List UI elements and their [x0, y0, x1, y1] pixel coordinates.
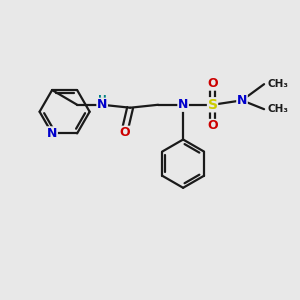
Text: S: S	[208, 98, 218, 112]
Text: N: N	[97, 98, 107, 111]
Text: N: N	[47, 127, 57, 140]
Text: H: H	[98, 95, 106, 105]
Text: CH₃: CH₃	[267, 79, 288, 89]
Text: O: O	[207, 119, 218, 133]
Text: N: N	[178, 98, 188, 111]
Text: CH₃: CH₃	[267, 104, 288, 114]
Text: N: N	[237, 94, 247, 107]
Text: O: O	[207, 77, 218, 90]
Text: O: O	[119, 126, 130, 139]
